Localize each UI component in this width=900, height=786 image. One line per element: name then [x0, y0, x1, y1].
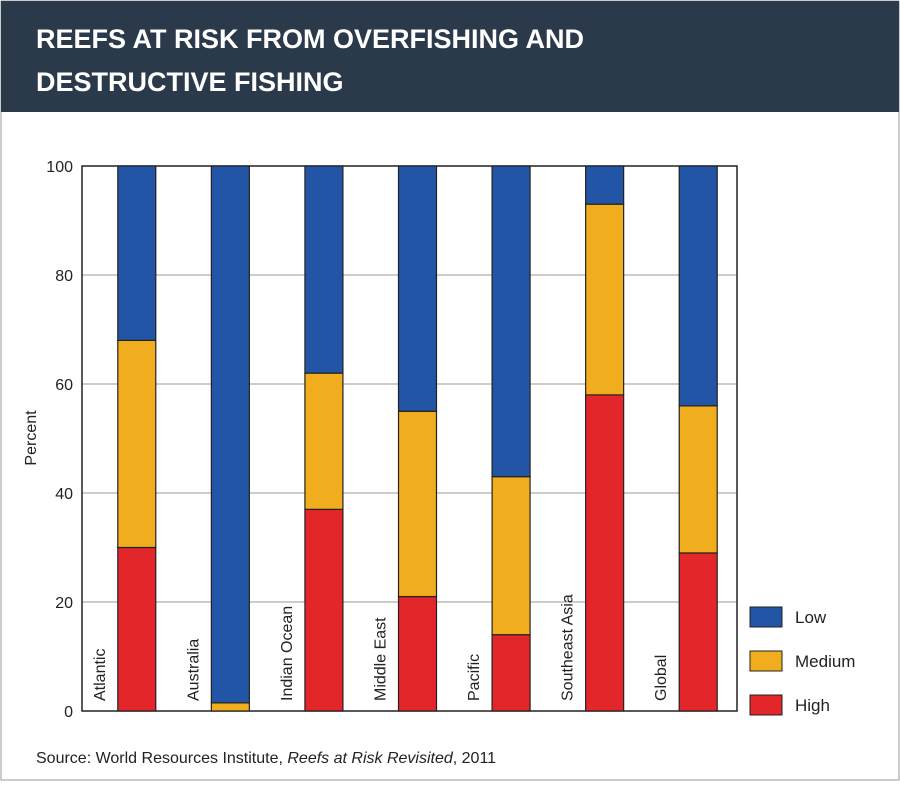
legend-label: High — [795, 696, 830, 715]
bar-segment — [117, 339, 157, 549]
source-text: Source: World Resources Institute, — [36, 750, 287, 767]
y-tick-label: 80 — [55, 268, 73, 285]
bar-segment — [585, 165, 625, 205]
x-tick-label: Australia — [185, 639, 202, 701]
bar-segment — [210, 165, 250, 704]
chart-title: REEFS AT RISK FROM OVERFISHING AND — [36, 24, 584, 54]
y-tick-label: 60 — [55, 377, 73, 394]
header — [1, 1, 899, 112]
x-tick-label: Pacific — [466, 654, 483, 701]
x-tick-label: Middle East — [373, 617, 390, 701]
bar-segment — [585, 203, 625, 396]
source-text: , 2011 — [453, 750, 496, 767]
legend-swatch — [749, 650, 783, 672]
bar-segment — [397, 165, 438, 412]
bar-segment — [117, 165, 157, 341]
y-tick-label: 20 — [55, 595, 73, 612]
legend-swatch — [749, 694, 783, 716]
bar-segment — [304, 165, 344, 374]
bar-segment — [678, 552, 718, 712]
x-tick-label: Atlantic — [92, 649, 109, 701]
bar-segment — [491, 634, 531, 712]
y-tick-label: 100 — [46, 159, 73, 176]
y-tick-label: 40 — [55, 486, 73, 503]
x-tick-label: Global — [653, 655, 670, 701]
bar-segment — [397, 410, 438, 598]
x-tick-label: Indian Ocean — [279, 606, 296, 701]
y-axis-label: Percent — [23, 410, 40, 466]
x-tick-label: Southeast Asia — [560, 594, 577, 701]
source: Source: World Resources Institute, Reefs… — [36, 750, 496, 767]
bar-segment — [491, 165, 531, 478]
source-title: Reefs at Risk Revisited — [287, 750, 453, 767]
legend-label: Low — [795, 608, 827, 627]
bar-segment — [304, 372, 344, 510]
y-tick-label: 0 — [64, 704, 73, 721]
bar-segment — [117, 546, 157, 712]
bar-segment — [491, 476, 531, 636]
bar-segment — [678, 405, 718, 554]
legend-label: Medium — [795, 652, 855, 671]
chart-title: DESTRUCTIVE FISHING — [36, 67, 344, 97]
bar-segment — [585, 394, 625, 712]
bar-segment — [397, 595, 438, 712]
bar-segment — [678, 165, 718, 407]
legend-swatch — [749, 606, 783, 628]
bar-segment — [210, 702, 250, 712]
bar-segment — [304, 508, 344, 712]
